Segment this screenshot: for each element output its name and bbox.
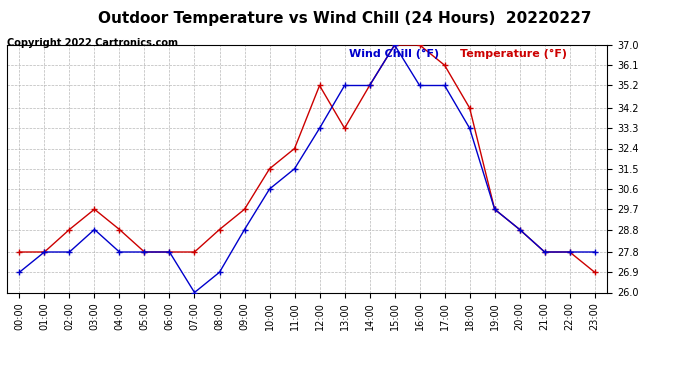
Text: Copyright 2022 Cartronics.com: Copyright 2022 Cartronics.com <box>7 38 178 48</box>
Text: Temperature (°F): Temperature (°F) <box>460 49 567 59</box>
Text: Wind Chill (°F): Wind Chill (°F) <box>349 49 440 59</box>
Text: Outdoor Temperature vs Wind Chill (24 Hours)  20220227: Outdoor Temperature vs Wind Chill (24 Ho… <box>98 11 592 26</box>
